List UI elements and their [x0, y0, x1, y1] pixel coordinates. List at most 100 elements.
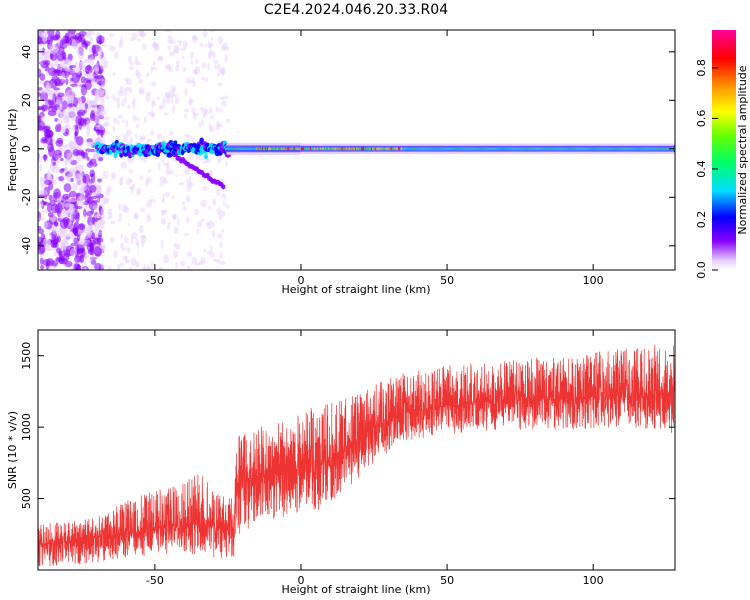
spectral-blob: [120, 176, 123, 186]
spectral-blob: [191, 256, 198, 265]
spectral-blob: [93, 215, 102, 219]
spectral-blob: [138, 89, 144, 94]
spectral-blob: [217, 123, 223, 128]
spectral-blob: [217, 63, 222, 72]
spectral-blob: [119, 85, 124, 94]
spectral-blob: [54, 63, 58, 68]
spectral-blob: [219, 210, 226, 217]
spectral-blob: [98, 229, 103, 237]
spectral-blob: [134, 55, 138, 65]
spectral-blob: [178, 41, 182, 46]
colorbar-tick-label: 0.6: [695, 110, 708, 128]
spectral-blob: [98, 205, 103, 212]
spectral-blob: [165, 65, 172, 71]
spectral-blob: [93, 97, 98, 109]
spectral-blob: [53, 149, 63, 156]
spectral-blob: [107, 208, 113, 214]
spectral-blob: [133, 212, 139, 220]
spectral-blob: [122, 134, 128, 143]
spectral-blob: [62, 217, 70, 225]
spectral-blob: [127, 168, 134, 172]
spectral-blob: [201, 76, 205, 81]
spectral-blob: [136, 103, 140, 108]
spectral-blob: [168, 130, 175, 136]
spectral-blob: [194, 67, 198, 75]
spectral-blob: [139, 32, 147, 37]
spectral-blob: [43, 125, 51, 131]
spectral-blob: [125, 178, 132, 185]
spectral-blob: [67, 105, 76, 117]
spectral-blob: [100, 109, 106, 116]
spectral-blob: [92, 199, 99, 204]
spectral-blob: [145, 94, 151, 103]
spectral-blob: [161, 209, 168, 213]
spectral-blob: [205, 109, 208, 115]
spectral-blob: [174, 173, 178, 177]
spectral-blob: [122, 247, 129, 252]
snr-x-tick-label: 0: [297, 574, 304, 587]
spectral-blob: [96, 213, 100, 218]
spectral-blob: [135, 238, 139, 247]
spectral-blob: [216, 87, 223, 97]
spectral-blob: [92, 205, 99, 210]
spectral-blob: [210, 245, 213, 254]
snr-x-tick-label: 50: [440, 574, 454, 587]
spectral-blob: [104, 210, 108, 216]
spectral-blob: [167, 223, 170, 230]
spectral-blob: [98, 110, 104, 118]
spectral-blob: [205, 157, 211, 164]
spectral-blob: [97, 125, 106, 136]
spectral-blob: [140, 38, 147, 44]
spectral-blob: [224, 54, 229, 63]
spectral-blob: [186, 178, 189, 185]
spectral-blob: [127, 104, 131, 110]
spectral-blob: [70, 115, 77, 122]
spectral-blob: [222, 199, 227, 206]
spectral-blob: [47, 110, 57, 117]
spectral-blob: [85, 100, 94, 105]
spectral-blob: [203, 248, 207, 253]
spectral-blob: [212, 115, 218, 124]
spectral-blob: [105, 94, 110, 100]
spectral-blob: [79, 254, 85, 264]
spectral-blob: [222, 42, 228, 50]
spectral-blob: [216, 201, 222, 209]
spectral-blob: [167, 35, 173, 45]
spectral-blob: [45, 84, 50, 94]
spectral-blob: [208, 205, 211, 212]
spectral-blob: [40, 116, 46, 121]
spectral-blob: [45, 59, 51, 66]
spectral-blob: [208, 123, 212, 131]
spectral-blob: [160, 218, 166, 225]
spectral-blob: [183, 108, 189, 113]
spectral-blob: [173, 49, 177, 55]
spectral-blob: [163, 149, 170, 153]
spectral-blob: [38, 200, 44, 208]
spectral-blob: [191, 107, 196, 115]
spectral-blob: [146, 267, 151, 270]
spectral-blob: [163, 177, 168, 185]
spectral-blob: [41, 104, 49, 112]
spectral-blob: [211, 98, 216, 104]
spectral-blob: [209, 220, 213, 224]
spectral-blob: [82, 173, 90, 184]
spectral-blob: [108, 224, 114, 228]
spectral-blob: [80, 76, 86, 84]
spectral-blob: [38, 217, 45, 221]
spectral-blob: [172, 242, 178, 247]
spectral-blob: [65, 128, 70, 135]
spectral-blob: [150, 261, 154, 270]
spectral-blob: [206, 250, 212, 254]
spectral-blob: [99, 245, 105, 249]
spectral-blob: [111, 171, 116, 179]
spectral-blob: [171, 105, 175, 114]
spectral-blob: [192, 34, 198, 43]
spectral-blob: [134, 102, 139, 109]
spectral-blob: [46, 30, 55, 37]
spectral-blob: [100, 107, 105, 112]
spectral-blob: [216, 120, 220, 126]
snr-y-tick-label: 1500: [20, 342, 33, 370]
spectral-blob: [100, 84, 105, 89]
spectral-blob: [223, 95, 228, 100]
spectral-blob: [211, 51, 216, 59]
